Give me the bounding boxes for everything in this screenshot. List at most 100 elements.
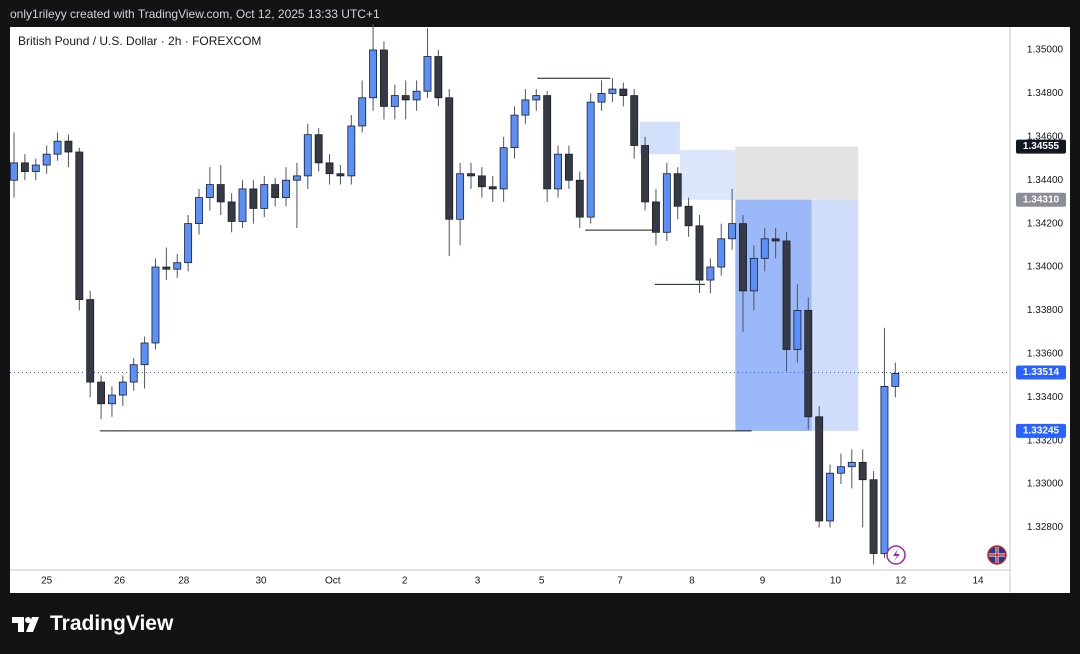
candle-body — [369, 49, 378, 99]
candle-body — [347, 125, 356, 177]
brand: TradingView — [50, 612, 174, 635]
x-tick-label: 14 — [972, 576, 984, 587]
candle-body — [641, 145, 650, 203]
y-tick-label: 1.34800 — [1027, 88, 1064, 99]
candle-body — [891, 372, 900, 387]
candle-body — [216, 184, 225, 203]
y-tick-label: 1.35000 — [1027, 45, 1064, 56]
candle-body — [662, 173, 671, 233]
candle-body — [423, 56, 432, 92]
candle-body — [793, 310, 802, 350]
x-tick-label: 5 — [539, 576, 545, 587]
candle-body — [815, 416, 824, 522]
x-tick-label: 10 — [830, 576, 842, 587]
candle-body — [869, 479, 878, 554]
x-tick-label: 25 — [41, 576, 53, 587]
chart-title: British Pound / U.S. Dollar · 2h · FOREX… — [18, 34, 261, 48]
chart-background — [10, 27, 1070, 593]
candle-body — [630, 95, 639, 146]
candle-body — [586, 101, 595, 218]
candle-body — [86, 299, 95, 383]
candle-body — [456, 173, 465, 220]
event-icon[interactable] — [886, 545, 906, 565]
candle-body — [880, 385, 889, 554]
candle-body — [739, 223, 747, 292]
price-tag — [1016, 423, 1066, 438]
x-tick-label: Oct — [325, 576, 341, 587]
price-tag — [1016, 365, 1066, 380]
candle-body — [728, 223, 737, 240]
price-tag-label: 1.34555 — [1023, 141, 1060, 152]
candle-body — [380, 49, 388, 107]
candle-body — [195, 197, 203, 225]
candle-body — [325, 162, 334, 175]
candle-body — [238, 188, 247, 222]
x-tick-label: 9 — [760, 576, 766, 587]
candle-body — [510, 114, 519, 149]
candle-body — [499, 147, 508, 190]
candle-body — [292, 175, 301, 181]
y-tick-label: 1.33400 — [1027, 392, 1064, 403]
candle-body — [804, 310, 813, 418]
price-tag — [1016, 139, 1066, 154]
candle-body — [717, 238, 726, 268]
candle-body — [652, 201, 660, 233]
candle-body — [390, 95, 399, 107]
candle-body — [543, 95, 552, 190]
candle-body — [554, 153, 562, 190]
candle-body — [260, 184, 269, 209]
candle-body — [826, 472, 834, 522]
candle-body — [847, 461, 856, 468]
price-tag-label: 1.33245 — [1023, 426, 1060, 437]
logo-mark — [12, 617, 39, 632]
candle-body — [151, 266, 160, 344]
candle-body — [314, 134, 323, 164]
candle-body — [434, 56, 443, 99]
candle-body — [477, 175, 486, 188]
candle-body — [118, 381, 127, 396]
candle-body — [619, 88, 628, 96]
candle-body — [608, 88, 617, 94]
candle-body — [564, 153, 573, 181]
candle-body — [271, 184, 280, 198]
flag-icon[interactable] — [987, 545, 1007, 565]
zone — [735, 146, 859, 200]
candle-body — [532, 95, 541, 101]
price-tag-label: 1.34310 — [1023, 194, 1060, 205]
y-tick-label: 1.34600 — [1027, 131, 1064, 142]
candle-body — [858, 461, 867, 481]
candle-body — [64, 140, 73, 153]
candle-body — [227, 201, 236, 222]
candle-body — [336, 173, 345, 177]
candle-body — [836, 466, 845, 474]
candle-body — [597, 93, 606, 103]
y-tick-label: 1.32800 — [1027, 522, 1064, 533]
x-tick-label: 8 — [689, 576, 695, 587]
y-tick-label: 1.34000 — [1027, 262, 1064, 273]
y-tick-label: 1.33000 — [1027, 479, 1064, 490]
candle-body — [684, 205, 693, 227]
plot — [10, 23, 1010, 565]
price-tag — [1016, 192, 1066, 207]
x-tick-label: 3 — [475, 576, 481, 587]
candle-body — [173, 262, 182, 270]
candle-body — [108, 394, 116, 405]
candle-body — [358, 97, 367, 127]
candle-body — [31, 164, 40, 172]
x-tick-label: 26 — [114, 576, 126, 587]
candle-body — [575, 179, 584, 218]
zone — [679, 149, 736, 200]
y-tick-label: 1.34400 — [1027, 175, 1064, 186]
candle-body — [749, 257, 758, 292]
y-tick-label: 1.33800 — [1027, 305, 1064, 316]
candle-body — [706, 266, 715, 281]
candle-body — [129, 364, 138, 383]
candle-body — [205, 184, 214, 198]
candle-body — [445, 97, 454, 220]
candle-body — [401, 95, 410, 101]
x-tick-label: 12 — [895, 576, 907, 587]
x-tick-label: 28 — [178, 576, 190, 587]
y-tick-label: 1.34200 — [1027, 218, 1064, 229]
candle-body — [249, 188, 258, 209]
